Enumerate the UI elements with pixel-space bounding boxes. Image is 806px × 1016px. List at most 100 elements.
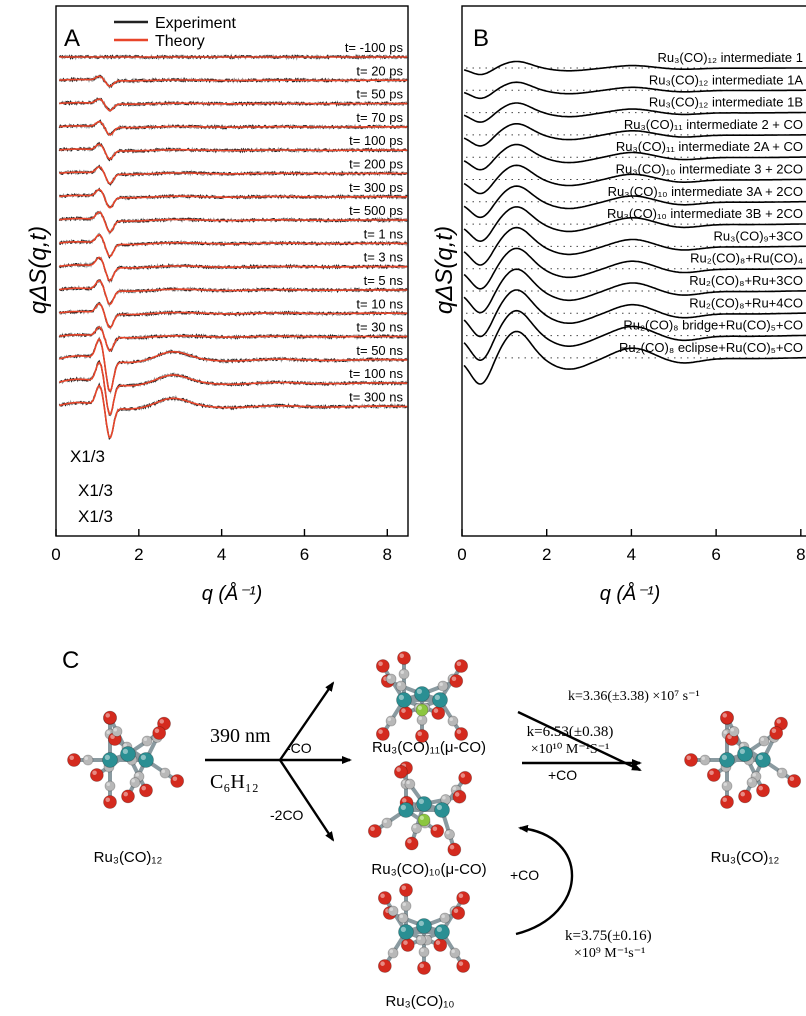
ruthenium-atom-1: [434, 924, 450, 940]
carbon-atom-2-highlight: [143, 737, 148, 741]
theory-curve-11: [59, 302, 408, 329]
carbon-atom-5-highlight: [418, 716, 422, 720]
curve-label-7: Ru₃(CO)₁₀ intermediate 3B + 2CO: [607, 206, 803, 221]
carbon-atom-4-highlight: [451, 949, 455, 954]
oxygen-atom-5-highlight: [141, 785, 146, 791]
carbon-atom-2-highlight: [441, 914, 445, 918]
carbon-atom-4: [447, 715, 459, 727]
legend-experiment: Experiment: [155, 15, 236, 32]
carbon-atom-9: [699, 754, 711, 766]
oxygen-atom-6: [367, 824, 382, 838]
oxygen-atom-7-highlight: [123, 791, 128, 797]
oxygen-atom-3-highlight: [432, 826, 438, 831]
curve-label-5: Ru₃(CO)₁₀ intermediate 3 + 2CO: [616, 162, 803, 177]
carbon-atom-1-highlight: [452, 786, 457, 791]
simulated-curve-9: [463, 247, 806, 290]
simulated-curve-3: [463, 123, 806, 147]
carbon-atom-5-highlight: [752, 773, 756, 777]
carbon-atom-6-highlight: [389, 949, 394, 954]
oxygen-atom-5-highlight: [417, 731, 422, 736]
molecule-ru3co11-mu-co: [375, 651, 469, 743]
panel-b-tick-label-4: 4: [627, 545, 636, 564]
time-label-9: t= 3 ns: [364, 250, 404, 265]
curve-label-2: Ru₃(CO)₁₂ intermediate 1B: [649, 95, 803, 110]
carbon-atom-6-highlight: [387, 717, 392, 722]
oxygen-atom-5: [415, 729, 429, 743]
simulated-curve-2: [463, 102, 806, 123]
oxygen-atom-5-highlight: [758, 785, 763, 791]
time-label-5: t= 200 ps: [349, 157, 403, 172]
carbon-atom-6: [381, 817, 393, 829]
oxygen-atom-0-highlight: [399, 653, 404, 658]
oxygen-atom-2-highlight: [454, 792, 460, 797]
time-label-15: t= 300 ns: [349, 390, 403, 405]
panel-a-tick-label-0: 0: [51, 545, 60, 564]
panel-b-curves: [463, 60, 806, 385]
curve-label-8: Ru₃(CO)₉+3CO: [713, 228, 803, 243]
oxygen-atom-6-highlight: [105, 797, 110, 802]
oxygen-atom-5: [139, 783, 153, 798]
oxygen-atom-4: [787, 774, 802, 788]
carbon-atom-6-highlight: [383, 819, 387, 823]
time-label-12: t= 30 ns: [356, 320, 403, 335]
scale-label-2: X1/3: [78, 481, 113, 500]
carbon-atom-2: [439, 912, 451, 924]
curve-label-10: Ru₂(CO)₈+Ru+3CO: [689, 273, 803, 288]
ruthenium-atom-2: [414, 686, 430, 702]
oxygen-atom-2: [449, 674, 464, 688]
carbon-atom-8-highlight: [399, 914, 404, 918]
oxygen-atom-10-highlight: [110, 734, 115, 739]
carbon-atom-7: [415, 934, 427, 946]
carbon-atom-0-highlight: [723, 730, 727, 734]
ruthenium-atom-0-highlight: [721, 754, 727, 760]
carbon-atom-7-highlight: [131, 779, 135, 783]
ruthenium-atom-2-highlight: [418, 798, 424, 804]
time-label-10: t= 5 ns: [364, 273, 404, 288]
ruthenium-atom-1: [432, 692, 448, 708]
carbon-atom-6: [104, 780, 116, 792]
carbon-atom-5: [411, 823, 422, 834]
carbon-atom-8-highlight: [397, 682, 402, 686]
wavelength-label: 390 nm: [210, 725, 271, 747]
panel-a-time-labels: t= -100 ps t= 20 ps t= 50 ps t= 70 ps t= 100…: [345, 40, 404, 405]
theory-curve-1: [59, 75, 408, 87]
oxygen-atom-7: [121, 789, 135, 804]
carbon-atom-10-highlight: [740, 743, 744, 747]
rate-3-line-2: ×10⁹ M⁻¹s⁻¹: [574, 946, 645, 961]
plus-co-label-2: +CO: [510, 867, 539, 883]
oxygen-atom-2-highlight: [154, 728, 160, 733]
carbon-atom-5: [416, 714, 428, 726]
molecule-ru3co10: [377, 883, 471, 975]
oxygen-atom-4: [170, 774, 185, 788]
carbon-atom-2-highlight: [439, 682, 443, 686]
oxygen-atom-3-highlight: [433, 708, 439, 713]
carbon-atom-7-highlight: [748, 779, 752, 783]
carbon-atom-8: [397, 912, 409, 924]
panel-a-letter: A: [64, 25, 80, 52]
oxygen-atom-7-highlight: [740, 791, 745, 797]
oxygen-atom-8-highlight: [709, 770, 714, 775]
carbon-atom-11: [111, 726, 123, 737]
time-label-1: t= 20 ps: [356, 63, 403, 78]
intermediate-2-label: Ru₃(CO)₁₀(μ-CO): [371, 861, 486, 878]
oxygen-atom-2-highlight: [453, 908, 459, 914]
time-label-0: t= -100 ps: [345, 40, 404, 55]
rate-1-label: k=3.36(±3.38) ×10⁷ s⁻¹: [568, 689, 700, 704]
curve-label-9: Ru₂(CO)₈+Ru(CO)₄: [690, 251, 803, 266]
time-label-8: t= 1 ns: [364, 226, 404, 241]
simulated-curve-5: [463, 164, 806, 195]
carbon-atom-4: [159, 767, 171, 779]
carbon-atom-9-highlight: [701, 756, 705, 760]
oxygen-atom-5: [417, 961, 431, 975]
carbon-atom-6: [385, 715, 397, 727]
curve-label-13: Ru₂(CO)₈ eclipse+Ru(CO)₅+CO: [619, 340, 803, 355]
oxygen-atom-5: [404, 836, 419, 851]
ruthenium-atom-0-highlight: [104, 754, 110, 760]
carbon-atom-4-highlight: [446, 830, 450, 835]
loss-2co-label: -2CO: [270, 807, 304, 823]
ruthenium-atom-2: [737, 746, 753, 762]
time-label-2: t= 50 ps: [356, 87, 403, 102]
simulated-curve-0: [463, 60, 806, 76]
carbon-atom-2-highlight: [760, 737, 765, 741]
